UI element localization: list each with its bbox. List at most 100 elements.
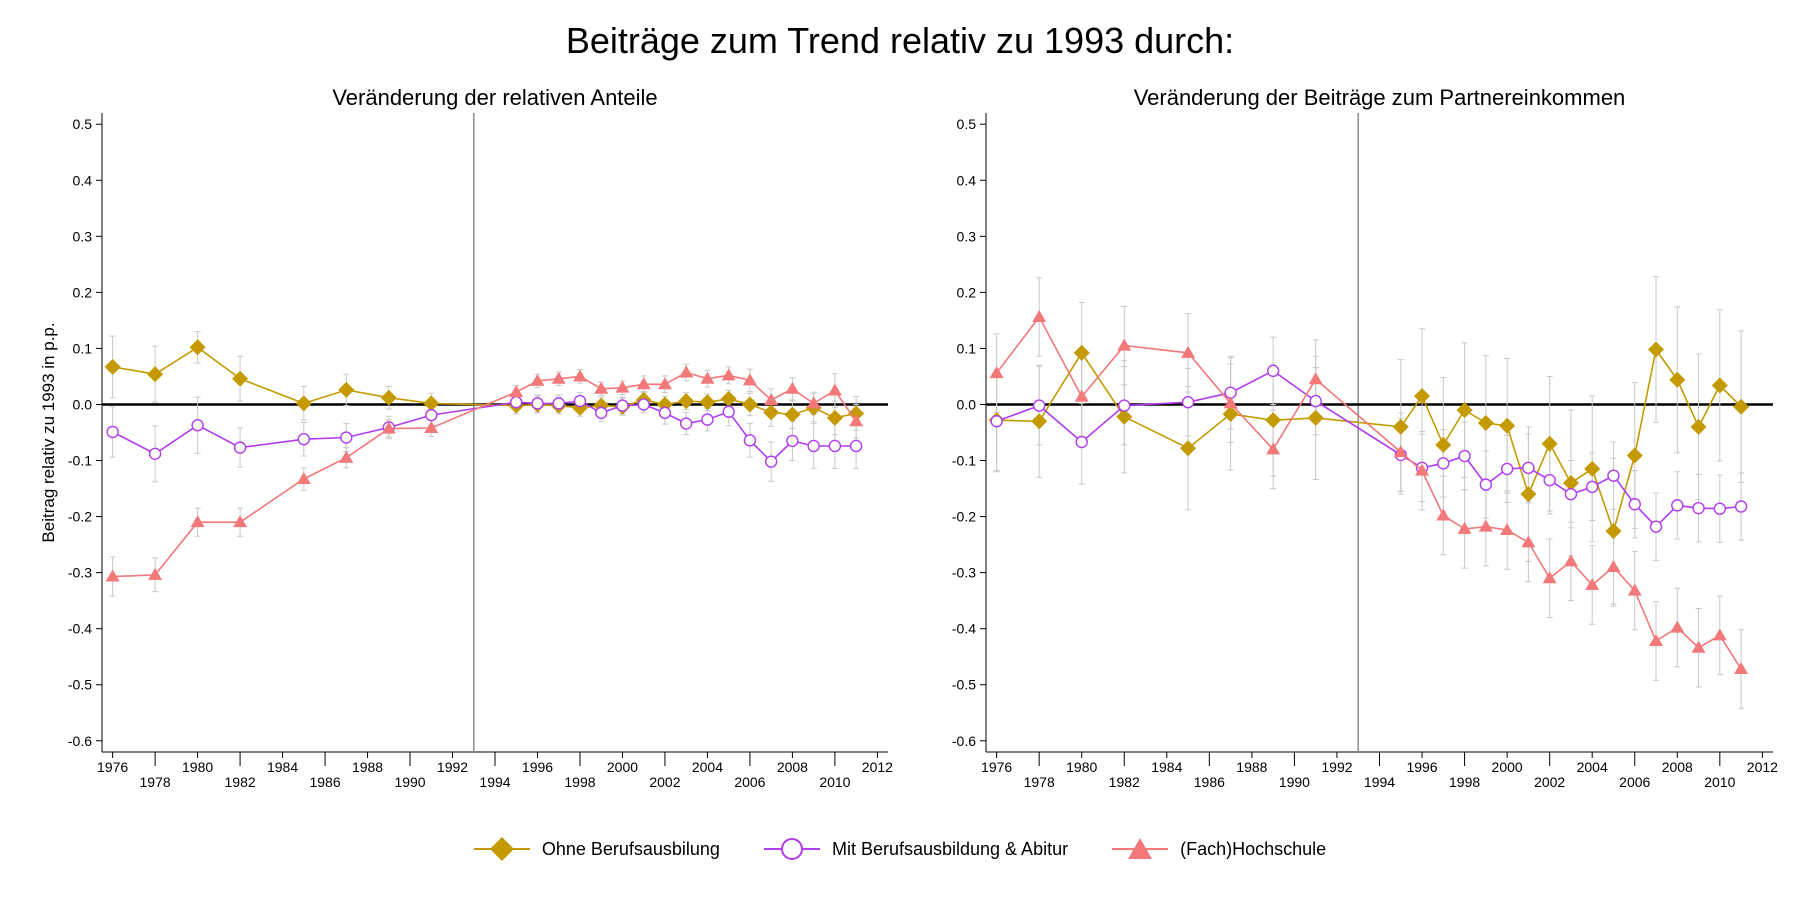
data-point-circle [807, 439, 820, 453]
data-point-triangle [1500, 523, 1515, 536]
y-tick-label: 0.2 [73, 284, 93, 300]
data-point-triangle [1585, 577, 1600, 590]
data-point-diamond [1711, 377, 1728, 394]
x-tick-label: 1984 [267, 759, 298, 775]
data-point-triangle [1457, 521, 1472, 534]
data-point-circle [573, 394, 587, 408]
x-tick-label: 1986 [309, 774, 340, 790]
series-line [995, 315, 1742, 670]
data-point-diamond [699, 394, 716, 411]
data-point-circle [786, 434, 799, 448]
x-tick-label: 2010 [1704, 774, 1735, 790]
y-tick-label: -0.1 [68, 453, 92, 469]
data-point-triangle [700, 371, 715, 384]
data-point-circle [1479, 478, 1493, 491]
data-point-diamond [1520, 486, 1537, 503]
panel-title: Veränderung der relativen Anteile [332, 85, 657, 110]
data-point-circle [595, 406, 608, 420]
legend-item-mit-berufsausbildung-abitur: Mit Berufsausbildung & Abitur [763, 836, 1069, 862]
legend-label: Mit Berufsausbildung & Abitur [831, 838, 1069, 859]
data-point-diamond [1414, 388, 1431, 405]
y-tick-label: 0.2 [957, 284, 977, 300]
y-tick-label: 0.3 [957, 228, 977, 244]
x-tick-label: 1978 [140, 774, 171, 790]
figure-title: Beiträge zum Trend relativ zu 1993 durch… [565, 20, 1235, 61]
data-point-triangle [530, 373, 545, 386]
y-tick-label: 0.1 [73, 340, 93, 356]
chart-figure: Veränderung der relativen Anteile 0.5 0.4 0… [39, 85, 1778, 790]
data-point-triangle [1691, 640, 1706, 653]
data-point-triangle [679, 365, 694, 378]
data-point-diamond [720, 390, 737, 407]
data-point-circle [1522, 461, 1535, 475]
x-tick-label: 1982 [1109, 774, 1140, 790]
data-point-diamond [741, 396, 758, 413]
data-point-diamond [1690, 418, 1707, 435]
x-tick-label: 1980 [182, 759, 213, 775]
data-point-circle [297, 433, 311, 446]
data-point-diamond [1584, 460, 1601, 477]
data-point-triangle [296, 472, 311, 485]
data-point-circle [1458, 449, 1471, 463]
legend-diamond-marker-icon [473, 837, 530, 861]
data-point-triangle [657, 377, 672, 390]
data-point-diamond [763, 404, 780, 421]
data-point-triangle [1670, 620, 1685, 633]
x-tick-label: 1980 [1066, 759, 1097, 775]
data-point-triangle [1117, 338, 1132, 351]
x-tick-label: 2012 [862, 759, 893, 775]
data-point-diamond [1562, 474, 1579, 491]
data-point-triangle [1478, 519, 1493, 532]
x-tick-label: 1988 [352, 759, 383, 775]
y-tick-label: -0.5 [952, 677, 976, 693]
data-point-circle [828, 439, 842, 453]
data-point-diamond [1648, 341, 1665, 358]
x-tick-label: 1996 [522, 759, 553, 775]
data-point-triangle [509, 385, 524, 398]
series-mit-berufsausbildung-abitur [990, 364, 1748, 533]
x-tick-label: 2008 [777, 759, 808, 775]
data-point-triangle [806, 396, 821, 409]
data-point-triangle [381, 421, 396, 434]
data-point-triangle [105, 569, 120, 582]
data-point-circle [658, 406, 672, 420]
x-tick-label: 2004 [1577, 759, 1608, 775]
data-point-circle [191, 419, 204, 432]
data-point-triangle [1415, 463, 1430, 476]
series-mit-berufsausbildung-abitur [106, 394, 863, 468]
x-tick-label: 1992 [1321, 759, 1352, 775]
data-point-triangle [764, 392, 779, 405]
legend-triangle-marker-icon [1112, 838, 1169, 859]
data-point-circle [990, 415, 1003, 428]
data-point-triangle [1393, 445, 1408, 458]
y-tick-label: -0.4 [952, 621, 976, 637]
series-fach-hochschule [989, 310, 1749, 675]
x-tick-label: 1986 [1194, 774, 1225, 790]
y-tick-label: -0.6 [68, 733, 92, 749]
data-point-triangle [148, 567, 163, 580]
data-point-circle [743, 434, 757, 447]
data-point-circle [425, 408, 438, 422]
y-tick-label: 0.5 [957, 116, 977, 132]
data-point-diamond [1669, 371, 1686, 388]
y-tick-label: -0.4 [68, 621, 92, 637]
data-point-triangle [1308, 372, 1323, 385]
y-tick-label: 0.3 [73, 228, 93, 244]
data-point-triangle [1074, 389, 1089, 402]
data-point-circle [1671, 499, 1684, 512]
data-point-circle [1586, 480, 1599, 494]
y-tick-label: -0.3 [952, 565, 976, 581]
data-point-triangle [1542, 571, 1557, 584]
data-point-triangle [551, 371, 566, 384]
data-point-circle [679, 417, 693, 430]
data-point-diamond [1031, 413, 1048, 430]
x-tick-label: 1998 [564, 774, 595, 790]
data-point-diamond [1307, 409, 1324, 426]
legend-item-fachhochschule: (Fach)Hochschule [1112, 836, 1326, 862]
legend-hollow-circle-marker-icon [763, 838, 820, 860]
data-point-circle [1266, 364, 1280, 378]
data-point-triangle [989, 366, 1004, 379]
chart-panel-2: Veränderung der Beiträge zum Partnereink… [952, 85, 1778, 790]
data-point-diamond [1435, 436, 1452, 453]
legend-item-ohne-berufsausbildung: Ohne Berufsausbilung [473, 836, 720, 862]
